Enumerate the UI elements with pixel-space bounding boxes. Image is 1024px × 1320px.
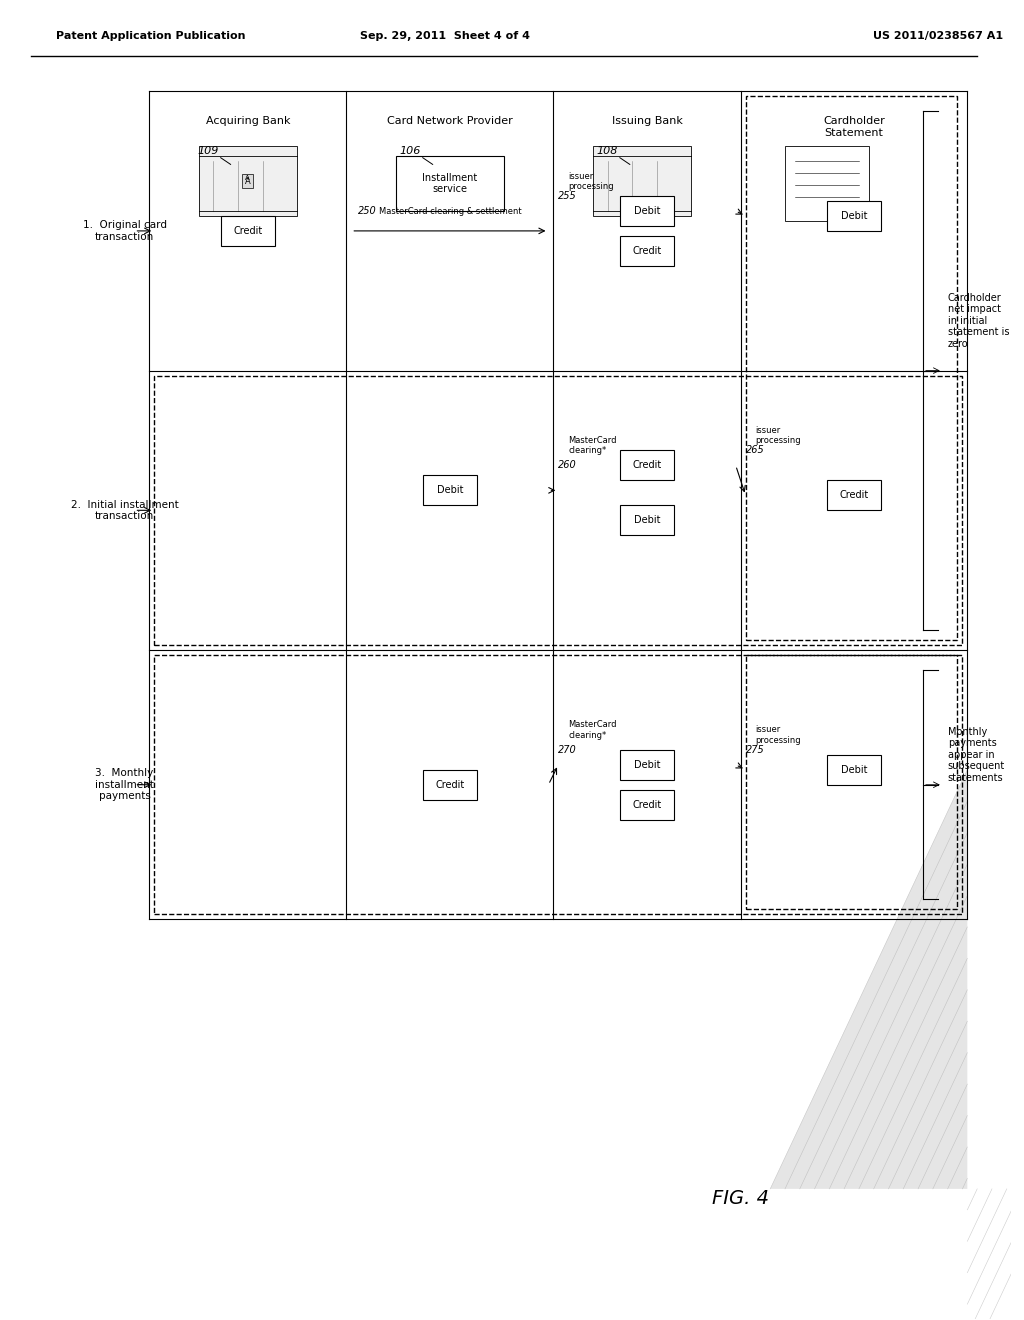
Text: 255: 255	[558, 191, 578, 201]
Text: MasterCard
clearing*: MasterCard clearing*	[568, 721, 616, 739]
Text: 1.  Original card
transaction: 1. Original card transaction	[83, 220, 167, 242]
Text: Card Network Provider: Card Network Provider	[387, 116, 513, 127]
Text: Cardholder
Statement: Cardholder Statement	[823, 116, 885, 137]
Text: 108: 108	[597, 147, 618, 156]
Text: Credit: Credit	[633, 800, 662, 809]
Text: Patent Application Publication: Patent Application Publication	[55, 32, 245, 41]
Text: FIG. 4: FIG. 4	[712, 1189, 769, 1208]
FancyBboxPatch shape	[221, 216, 274, 246]
FancyBboxPatch shape	[620, 450, 674, 480]
FancyBboxPatch shape	[785, 147, 868, 220]
Text: Debit: Debit	[841, 211, 867, 220]
Polygon shape	[770, 770, 968, 1189]
FancyBboxPatch shape	[395, 156, 504, 211]
Text: Monthly
payments
appear in
subsequent
statements: Monthly payments appear in subsequent st…	[947, 726, 1005, 783]
Text: Sep. 29, 2011  Sheet 4 of 4: Sep. 29, 2011 Sheet 4 of 4	[360, 32, 530, 41]
FancyBboxPatch shape	[620, 789, 674, 820]
FancyBboxPatch shape	[423, 770, 477, 800]
Text: Debit: Debit	[436, 486, 463, 495]
FancyBboxPatch shape	[620, 195, 674, 226]
Text: 275: 275	[745, 744, 764, 755]
FancyBboxPatch shape	[827, 201, 881, 231]
Text: Installment
service: Installment service	[422, 173, 477, 194]
Text: 270: 270	[558, 744, 578, 755]
Text: Cardholder
net impact
in initial
statement is
zero: Cardholder net impact in initial stateme…	[947, 293, 1009, 348]
Text: 2.  Initial installment
transaction: 2. Initial installment transaction	[71, 499, 178, 521]
Text: 250: 250	[358, 206, 377, 216]
Text: A: A	[245, 177, 251, 186]
Text: Acquiring Bank: Acquiring Bank	[206, 116, 290, 127]
FancyBboxPatch shape	[593, 147, 691, 216]
FancyBboxPatch shape	[620, 506, 674, 536]
Text: Debit: Debit	[634, 206, 660, 216]
Text: MasterCard clearing & settlement: MasterCard clearing & settlement	[379, 207, 521, 216]
FancyBboxPatch shape	[827, 755, 881, 784]
Text: issuer
processing: issuer processing	[568, 172, 613, 191]
Text: Debit: Debit	[634, 515, 660, 525]
Text: Credit: Credit	[435, 780, 465, 789]
FancyBboxPatch shape	[620, 750, 674, 780]
Text: Credit: Credit	[633, 246, 662, 256]
Text: A: A	[246, 176, 250, 181]
Text: US 2011/0238567 A1: US 2011/0238567 A1	[872, 32, 1002, 41]
Text: 3.  Monthly
installment
payments: 3. Monthly installment payments	[95, 768, 154, 801]
FancyBboxPatch shape	[620, 236, 674, 265]
FancyBboxPatch shape	[199, 147, 297, 216]
Text: Debit: Debit	[841, 764, 867, 775]
Text: issuer
processing: issuer processing	[756, 726, 801, 744]
Text: Debit: Debit	[634, 760, 660, 770]
Text: MasterCard
clearing*: MasterCard clearing*	[568, 436, 616, 455]
FancyBboxPatch shape	[827, 480, 881, 511]
FancyBboxPatch shape	[423, 475, 477, 506]
Text: 109: 109	[198, 147, 219, 156]
Text: Issuing Bank: Issuing Bank	[611, 116, 682, 127]
Text: Credit: Credit	[840, 490, 868, 500]
Text: 265: 265	[745, 445, 764, 455]
Text: issuer
processing: issuer processing	[756, 426, 801, 445]
Text: Credit: Credit	[633, 461, 662, 470]
Text: Credit: Credit	[233, 226, 262, 236]
Text: 260: 260	[558, 461, 578, 470]
Text: 106: 106	[399, 147, 421, 156]
